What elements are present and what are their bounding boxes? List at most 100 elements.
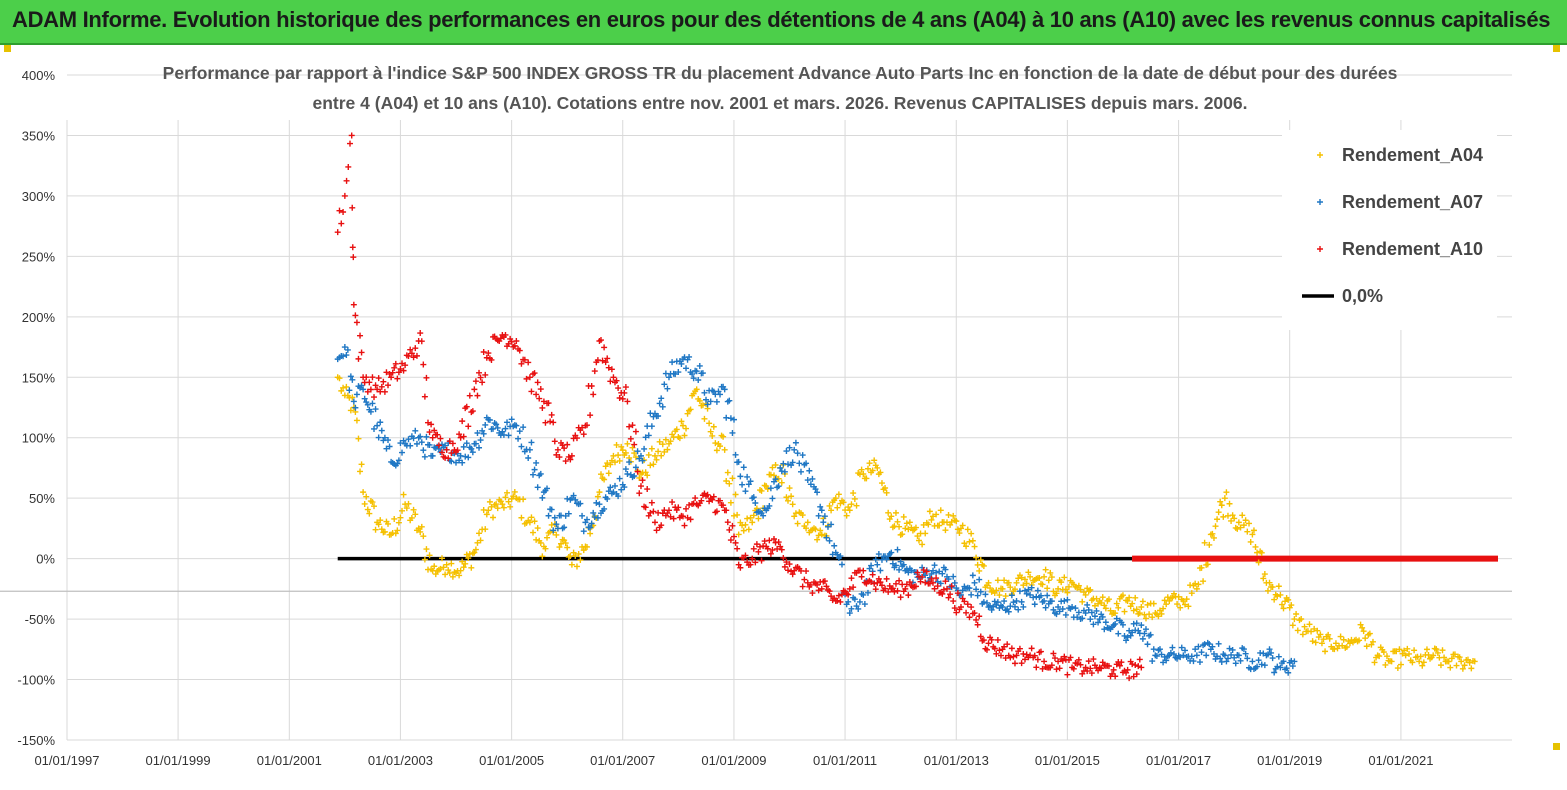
- data-point: [456, 572, 463, 579]
- data-point: [856, 567, 863, 574]
- data-point: [1340, 636, 1347, 643]
- data-point: [897, 558, 904, 565]
- data-point: [1451, 651, 1458, 658]
- data-point: [803, 568, 810, 575]
- data-point: [1437, 662, 1444, 669]
- data-point: [613, 377, 620, 384]
- data-point: [551, 438, 558, 445]
- data-point: [1023, 580, 1030, 587]
- data-point: [490, 425, 497, 432]
- data-point: [877, 567, 884, 574]
- data-point: [664, 510, 671, 517]
- x-tick-label: 01/01/2019: [1257, 753, 1322, 768]
- data-point: [1293, 611, 1300, 618]
- data-point: [886, 550, 893, 557]
- data-point: [1177, 654, 1184, 661]
- data-point: [1053, 611, 1060, 618]
- data-point: [405, 436, 412, 443]
- data-point: [502, 331, 509, 338]
- data-point: [528, 388, 535, 395]
- data-point: [987, 585, 994, 592]
- data-point: [1064, 671, 1071, 678]
- data-point: [1123, 669, 1130, 676]
- data-point: [1161, 597, 1168, 604]
- data-point: [968, 604, 975, 611]
- data-point: [1067, 654, 1074, 661]
- data-point: [468, 564, 475, 571]
- series-Rendement_A10: [334, 132, 1145, 682]
- data-point: [721, 446, 728, 453]
- legend-label: Rendement_A10: [1342, 239, 1483, 259]
- data-point: [851, 596, 858, 603]
- data-point: [580, 528, 587, 535]
- data-point: [812, 526, 819, 533]
- data-point: [510, 493, 517, 500]
- data-point: [892, 509, 899, 516]
- data-point: [400, 491, 407, 498]
- data-point: [421, 556, 428, 563]
- data-point: [1027, 573, 1034, 580]
- data-point: [784, 567, 791, 574]
- data-point: [720, 502, 727, 509]
- data-point: [469, 550, 476, 557]
- data-point: [1255, 657, 1262, 664]
- data-point: [474, 429, 481, 436]
- data-point: [1126, 675, 1133, 682]
- data-point: [1088, 670, 1095, 677]
- data-point: [1167, 649, 1174, 656]
- data-point: [1221, 495, 1228, 502]
- data-point: [349, 244, 356, 251]
- data-point: [777, 543, 784, 550]
- data-point: [1101, 602, 1108, 609]
- data-point: [683, 425, 690, 432]
- data-point: [1234, 525, 1241, 532]
- data-point: [608, 457, 615, 464]
- data-point: [604, 355, 611, 362]
- data-point: [1139, 635, 1146, 642]
- data-point: [760, 543, 767, 550]
- data-point: [1190, 658, 1197, 665]
- data-point: [818, 507, 825, 514]
- data-point: [525, 359, 532, 366]
- data-point: [363, 374, 370, 381]
- data-point: [443, 561, 450, 568]
- data-point: [482, 371, 489, 378]
- data-point: [712, 440, 719, 447]
- data-point: [1007, 584, 1014, 591]
- data-point: [977, 633, 984, 640]
- data-point: [766, 537, 773, 544]
- data-point: [561, 524, 568, 531]
- data-point: [872, 586, 879, 593]
- data-point: [554, 446, 561, 453]
- data-point: [1004, 641, 1011, 648]
- data-point: [1070, 665, 1077, 672]
- data-point: [388, 374, 395, 381]
- data-point: [804, 477, 811, 484]
- data-point: [611, 459, 618, 466]
- data-point: [729, 522, 736, 529]
- data-point: [596, 501, 603, 508]
- data-point: [1448, 655, 1455, 662]
- data-point: [713, 398, 720, 405]
- data-point: [1119, 592, 1126, 599]
- data-point: [1428, 654, 1435, 661]
- data-point: [1093, 607, 1100, 614]
- y-tick-label: 200%: [22, 310, 56, 325]
- data-point: [858, 573, 865, 580]
- data-point: [403, 505, 410, 512]
- data-point: [1218, 502, 1225, 509]
- data-point: [1250, 527, 1257, 534]
- data-point: [1058, 579, 1065, 586]
- data-point: [1231, 654, 1238, 661]
- data-point: [923, 568, 930, 575]
- data-point: [1266, 646, 1273, 653]
- data-point: [906, 579, 913, 586]
- data-point: [456, 457, 463, 464]
- data-point: [997, 585, 1004, 592]
- data-point: [922, 530, 929, 537]
- data-point: [521, 356, 528, 363]
- data-point: [1174, 601, 1181, 608]
- data-point: [1232, 660, 1239, 667]
- data-point: [1039, 598, 1046, 605]
- data-point: [1016, 645, 1023, 652]
